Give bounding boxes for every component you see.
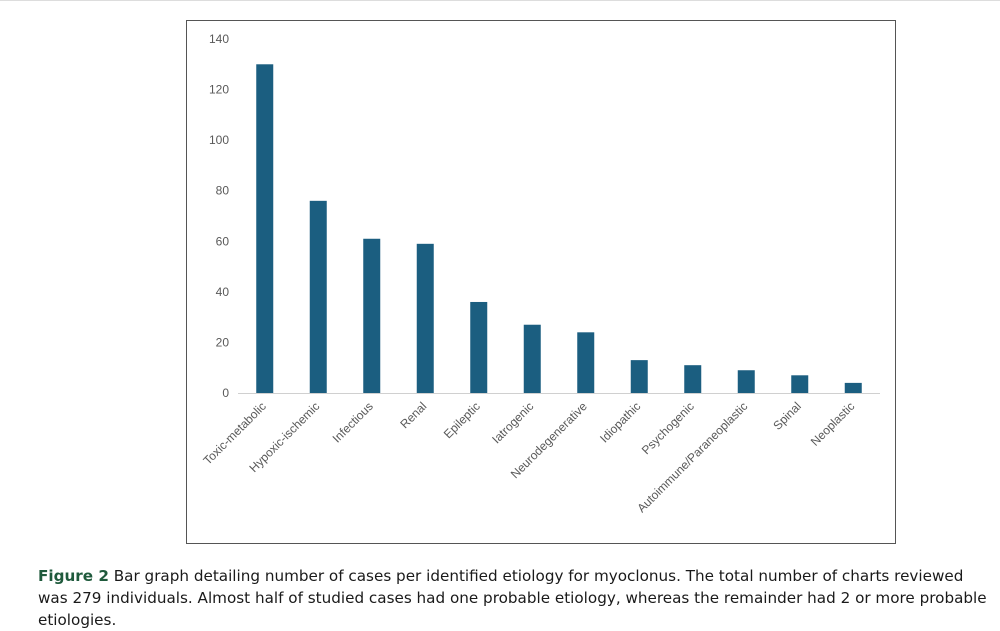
- chart-frame: 0 20 40 60 80 100 120 140 Toxic-metabolic Hypoxic…: [186, 20, 896, 544]
- y-tick-label: 0: [222, 386, 229, 400]
- figure-caption: Figure 2 Bar graph detailing number of c…: [38, 565, 988, 631]
- y-tick-label: 140: [209, 32, 229, 46]
- bar: [684, 365, 702, 393]
- bar: [737, 370, 755, 393]
- bar: [577, 332, 595, 393]
- bar: [309, 200, 327, 393]
- bar: [791, 375, 809, 393]
- x-tick-label: Renal: [397, 399, 429, 431]
- bar: [470, 301, 488, 393]
- bar: [416, 243, 434, 393]
- caption-text: Bar graph detailing number of cases per …: [38, 567, 987, 629]
- bar: [630, 360, 648, 393]
- y-tick-label: 80: [216, 184, 230, 198]
- x-tick-label: Spinal: [770, 399, 803, 432]
- y-tick-label: 20: [216, 335, 230, 349]
- y-tick-label: 40: [216, 285, 230, 299]
- bar: [844, 382, 862, 393]
- x-tick-label: Iatrogenic: [489, 399, 536, 446]
- figure-label: Figure 2: [38, 567, 109, 585]
- x-tick-label: Epileptic: [441, 399, 483, 441]
- x-tick-label: Infectious: [330, 399, 376, 445]
- x-tick-label: Autoimmune/Paraneoplastic: [634, 399, 750, 515]
- bar: [363, 238, 381, 393]
- bar: [256, 64, 274, 394]
- x-tick-label: Neoplastic: [808, 399, 858, 449]
- y-tick-label: 100: [209, 133, 229, 147]
- y-tick-label: 60: [216, 234, 230, 248]
- x-tick-label: Psychogenic: [639, 399, 697, 457]
- bar-chart: 020406080100120140Toxic-metabolicHypoxic…: [200, 32, 880, 515]
- top-divider: [0, 0, 1000, 1]
- bar: [523, 324, 541, 393]
- y-tick-label: 120: [209, 83, 229, 97]
- x-tick-label: Idiopathic: [597, 399, 643, 445]
